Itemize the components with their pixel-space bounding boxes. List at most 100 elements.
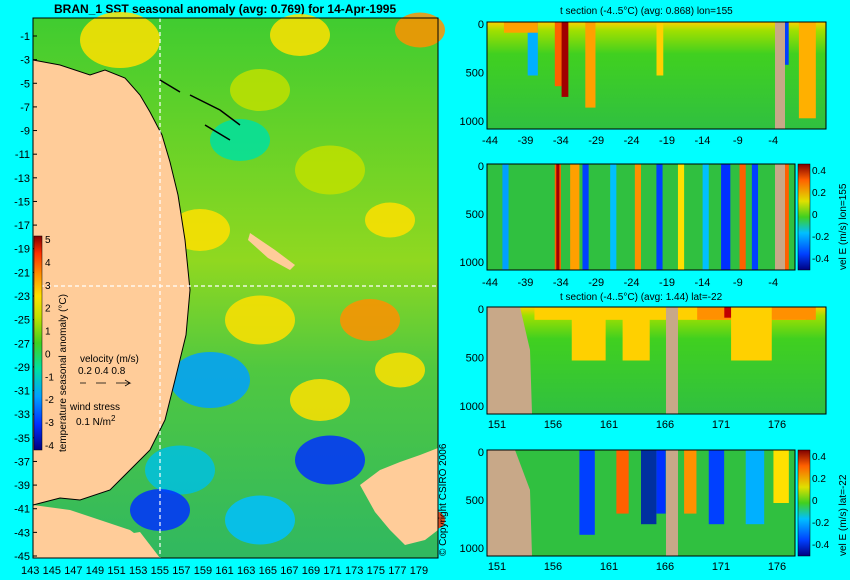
lon-tick-label: 173 (345, 565, 363, 577)
section-stripe (582, 164, 589, 270)
lat-tick-label: -9 (20, 126, 30, 138)
lat-tick-label: -17 (14, 220, 30, 232)
solomon-islands (159, 79, 241, 141)
anomaly-patch (230, 69, 290, 111)
lat-tick-label: -21 (14, 267, 30, 279)
panel3-field (487, 307, 826, 414)
lat-tick-label: -7 (20, 102, 30, 114)
lat-tick-label: -3 (20, 55, 30, 67)
lon-tick-label: 155 (151, 565, 169, 577)
land-new-zealand (360, 448, 438, 545)
anomaly-patch (80, 12, 160, 68)
lat-axis-tick-label: -9 (733, 135, 743, 147)
temperature-colorbar-tick: 5 (45, 235, 51, 246)
panel1-title: t section (-4..5°C) (avg: 0.868) lon=155 (560, 6, 733, 17)
lon-tick-label: 177 (388, 565, 406, 577)
panel4-land-ridge (666, 450, 678, 556)
lat-tick-label: -1 (20, 31, 30, 43)
section-stripe (503, 22, 538, 33)
depth-tick-label: 1000 (460, 257, 484, 269)
section-stripe (731, 307, 772, 361)
lon-axis-tick-label: 151 (488, 419, 506, 431)
anomaly-patch (295, 435, 365, 485)
lon-tick-label: 175 (367, 565, 385, 577)
temperature-colorbar-tick: -3 (45, 418, 54, 429)
panel2-colorbar (797, 163, 811, 271)
vel-colorbar-tick: 0.4 (812, 166, 826, 177)
vel-colorbar-tick: -0.4 (812, 254, 830, 265)
panel3-land-ridge (666, 307, 678, 414)
lon-tick-label: 179 (410, 565, 428, 577)
velocity-legend: velocity (m/s) 0.2 0.4 0.8 wind stress 0… (69, 354, 139, 428)
vel-colorbar-tick: -0.4 (812, 540, 830, 551)
land-new-caledonia (248, 233, 295, 270)
lat-axis-tick-label: -9 (733, 277, 743, 289)
lon-tick-label: 149 (86, 565, 104, 577)
panel2-colorbar-label: vel E (m/s) lon=155 (838, 183, 849, 270)
vel-colorbar-tick: -0.2 (812, 518, 830, 529)
section-stripe (622, 307, 650, 361)
panel-axes: 0 500 1000 0 500 1000 0 500 1000 0 500 1000 -44 -39 -3… (460, 19, 830, 573)
lat-axis-tick-label: -44 (482, 135, 498, 147)
section-stripe (610, 164, 617, 270)
section-stripe (527, 22, 538, 76)
panel3-frame (486, 306, 827, 415)
lat-axis-tick-label: -29 (588, 135, 604, 147)
copyright-text: © Copyright CSIRO 2006 (438, 443, 449, 556)
vel-colorbar-tick: 0.2 (812, 188, 826, 199)
anomaly-patch (365, 202, 415, 238)
temperature-colorbar-tick: -4 (45, 441, 54, 452)
anomaly-patch (340, 299, 400, 341)
anomaly-patch (210, 119, 270, 161)
section-stripe (702, 164, 709, 270)
vel-colorbar-tick: 0 (812, 496, 818, 507)
coastline (32, 59, 191, 506)
lat-tick-label: -27 (14, 338, 30, 350)
lat-axis-tick-label: -39 (517, 135, 533, 147)
lon-axis: 143 145 147 149 151 153 155 157 159 161 163 165 167 1… (21, 565, 428, 577)
panel1-frame (486, 21, 827, 130)
lat-tick-label: -15 (14, 196, 30, 208)
lat-axis-tick-label: -14 (694, 277, 710, 289)
depth-tick-label: 0 (478, 161, 484, 173)
lon-tick-label: 151 (107, 565, 125, 577)
temperature-colorbar-tick: 0 (45, 349, 51, 360)
map-frame (32, 17, 439, 559)
depth-tick-label: 500 (466, 209, 484, 221)
lon-tick-label: 165 (259, 565, 277, 577)
lon-axis-tick-label: 171 (712, 419, 730, 431)
lat-axis-tick-label: -44 (482, 277, 498, 289)
depth-tick-label: 0 (478, 304, 484, 316)
lon-tick-label: 147 (64, 565, 82, 577)
lon-axis-tick-label: 176 (768, 561, 786, 573)
lon-tick-label: 171 (323, 565, 341, 577)
lon-axis-tick-label: 176 (768, 419, 786, 431)
lat-tick-label: -35 (14, 433, 30, 445)
lon-tick-label: 143 (21, 565, 39, 577)
vel-colorbar-tick: 0.2 (812, 474, 826, 485)
depth-tick-label: 500 (466, 495, 484, 507)
lon-tick-label: 153 (129, 565, 147, 577)
windstress-scale: 0.1 N/m2 (76, 414, 116, 428)
section-stripe (571, 307, 606, 361)
lat-axis-tick-label: -24 (624, 135, 640, 147)
lon-axis-tick-label: 171 (712, 561, 730, 573)
section-stripe (751, 164, 759, 270)
lon-tick-label: 157 (172, 565, 190, 577)
lat-axis-tick-label: -34 (553, 135, 569, 147)
panel2: vel E (m/s) lon=155 (486, 163, 849, 271)
windstress-label: wind stress (69, 402, 120, 413)
section-stripe (561, 22, 569, 97)
panel4-land-west (487, 450, 532, 556)
temperature-colorbar-tick: 4 (45, 258, 51, 269)
anomaly-patch (170, 352, 250, 408)
lat-tick-label: -31 (14, 386, 30, 398)
lat-tick-label: -19 (14, 244, 30, 256)
temperature-colorbar-tick: 2 (45, 304, 51, 315)
panel1-land-mask (775, 22, 785, 129)
lat-axis-tick-label: -19 (659, 135, 675, 147)
lat-tick-label: -43 (14, 527, 30, 539)
panel3-land-west (487, 307, 532, 414)
lat-axis-tick-label: -29 (588, 277, 604, 289)
